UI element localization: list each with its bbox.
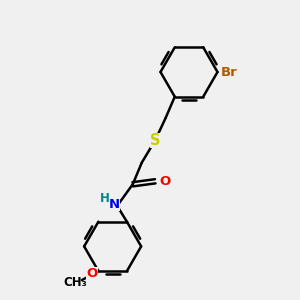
Text: S: S [150,133,160,148]
Text: Br: Br [221,65,238,79]
Text: O: O [159,175,170,188]
Text: N: N [109,198,120,211]
Text: O: O [86,267,98,280]
Text: CH₃: CH₃ [63,276,87,289]
Text: H: H [100,192,110,205]
